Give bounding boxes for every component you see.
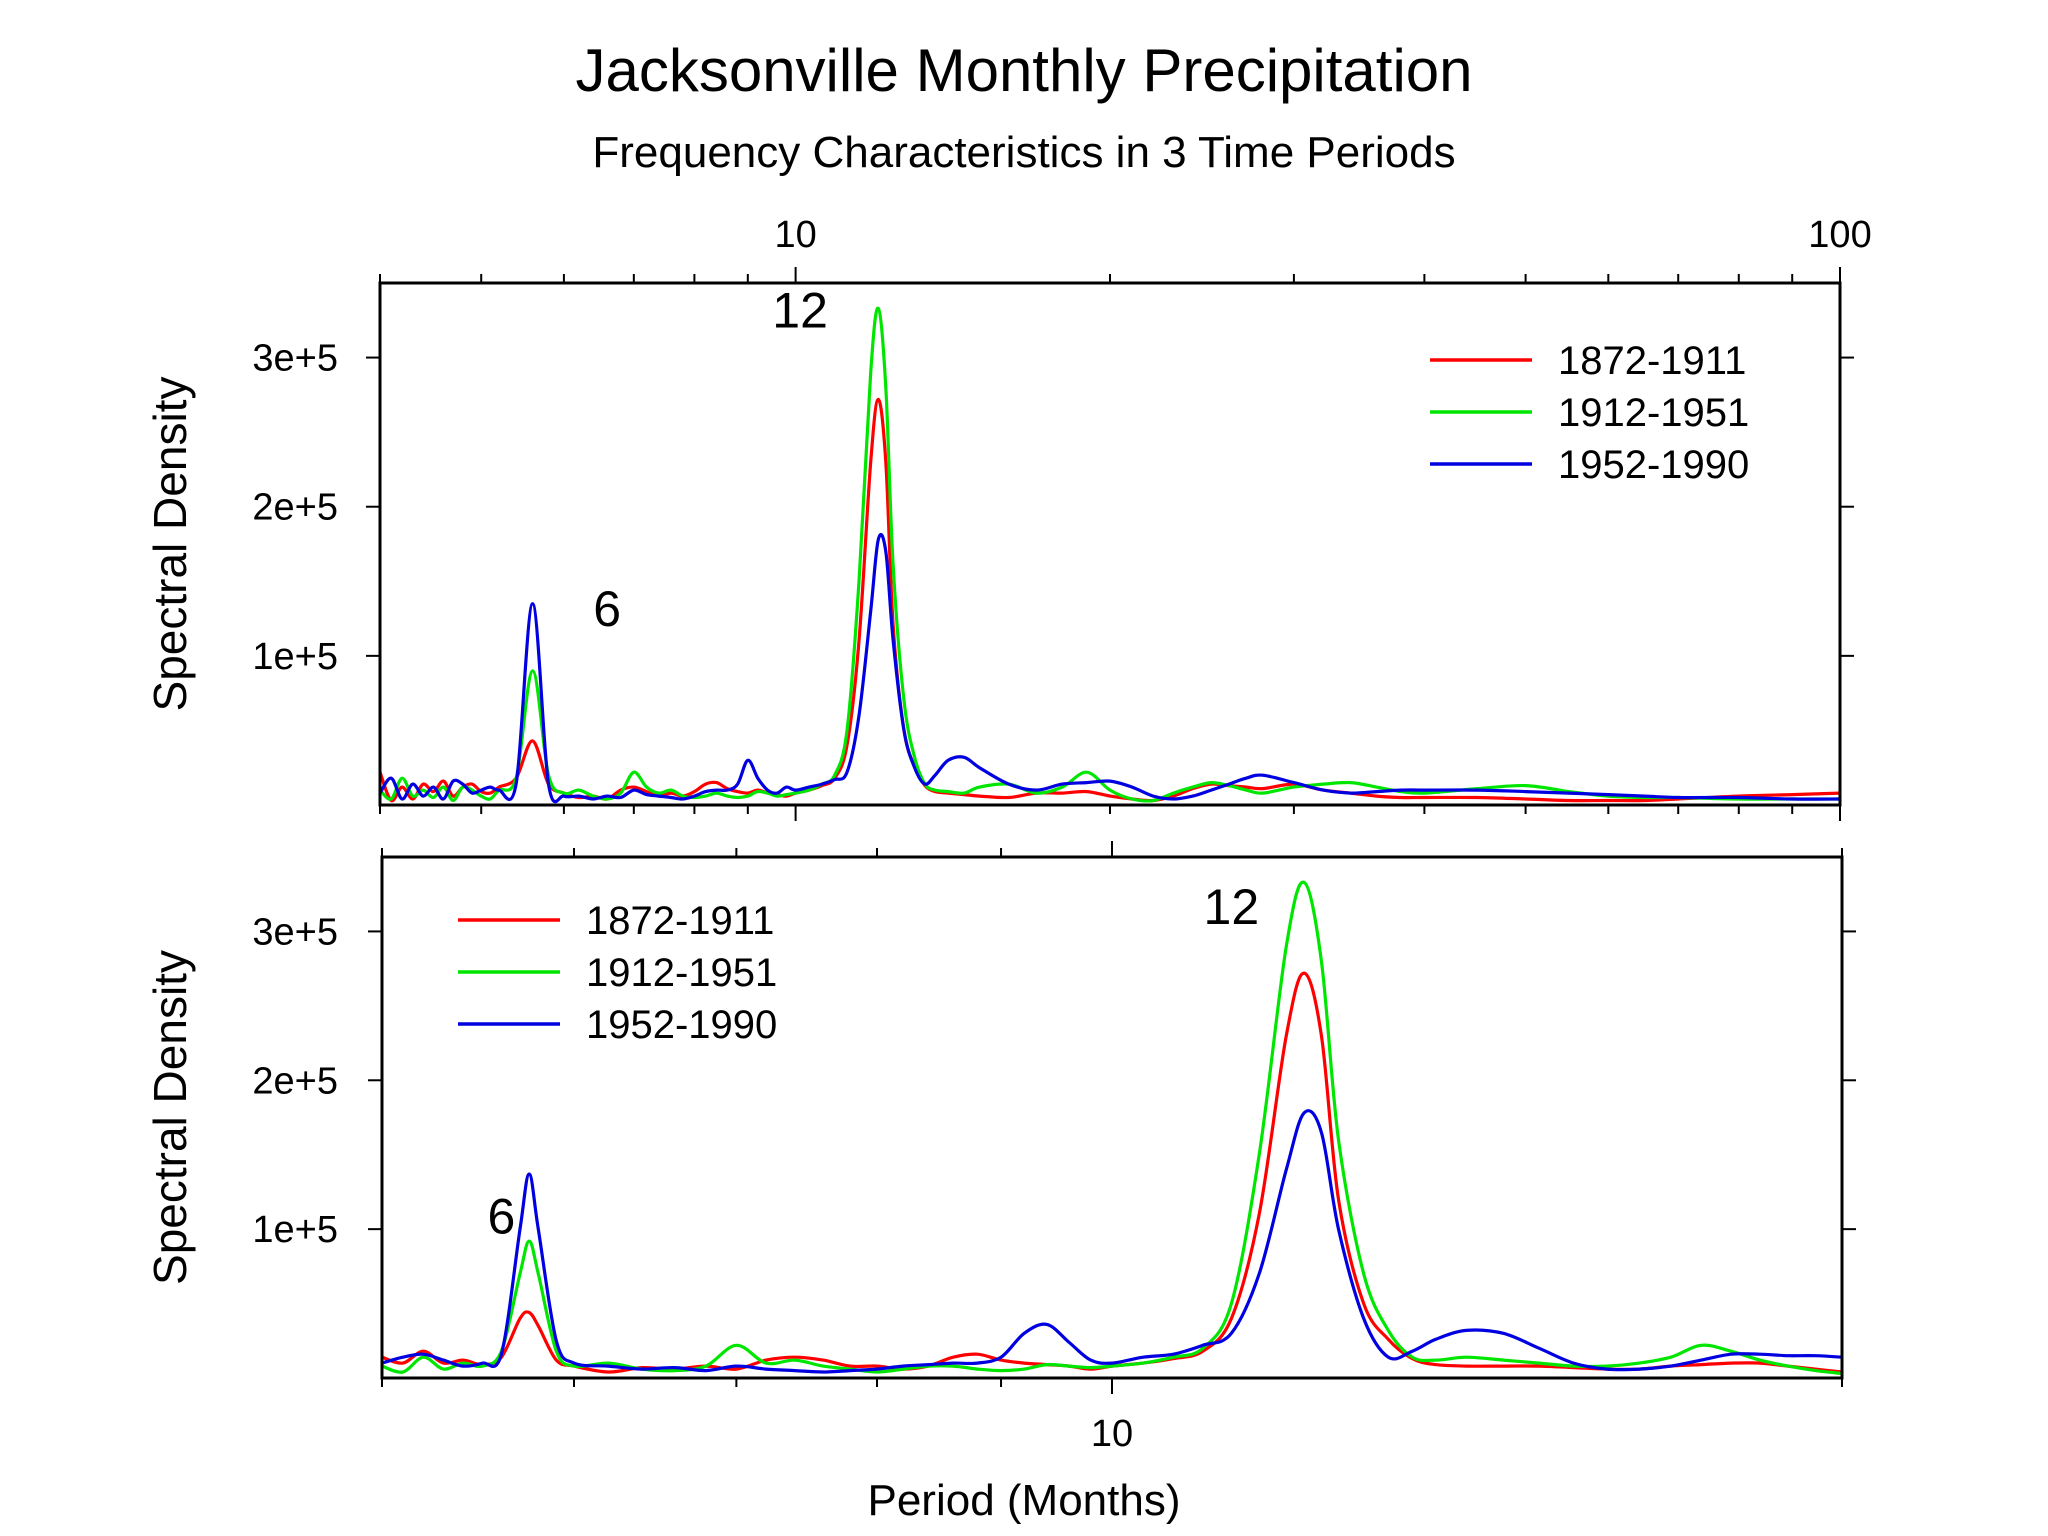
legend-label: 1872-1911 <box>1558 339 1746 383</box>
series-line-1952-1990 <box>380 532 1840 804</box>
legend-label: 1952-1990 <box>586 1003 777 1047</box>
y-tick-label: 2e+5 <box>252 1060 338 1102</box>
series-line-1912-1951 <box>382 880 1842 1376</box>
legend-label: 1952-1990 <box>1558 443 1749 487</box>
panel-top: 10 100 1e+5 2e+5 3e+5 Spectral Density 12 6 1872… <box>144 214 1872 821</box>
legend: 1872-1911 1912-1951 1952-1990 <box>1430 339 1749 487</box>
legend-label: 1872-1911 <box>586 899 774 943</box>
panel-bottom: 10 1e+5 2e+5 3e+5 Spectral Density 12 6 1872-19… <box>144 841 1856 1455</box>
y-tick-label: 3e+5 <box>252 338 338 380</box>
legend-label: 1912-1951 <box>586 951 777 995</box>
series-line-1952-1990 <box>382 1109 1842 1374</box>
chart-title: Jacksonville Monthly Precipitation <box>575 37 1473 104</box>
legend: 1872-1911 1912-1951 1952-1990 <box>458 899 777 1047</box>
x-tick-label: 10 <box>1091 1413 1133 1455</box>
x-tick-label: 100 <box>1808 214 1871 256</box>
chart-subtitle: Frequency Characteristics in 3 Time Peri… <box>592 128 1456 177</box>
y-tick-label: 3e+5 <box>252 911 338 953</box>
y-tick-label: 1e+5 <box>252 636 338 678</box>
y-axis-label: Spectral Density <box>144 377 196 712</box>
series-line-1912-1951 <box>380 306 1840 803</box>
legend-label: 1912-1951 <box>1558 391 1749 435</box>
y-axis-label: Spectral Density <box>144 950 196 1285</box>
peak-annotation: 12 <box>772 283 828 339</box>
x-tick-label: 10 <box>774 214 816 256</box>
x-axis-label: Period (Months) <box>867 1476 1181 1525</box>
peak-annotation: 6 <box>487 1189 515 1245</box>
peak-annotation: 6 <box>593 581 621 637</box>
y-tick-label: 2e+5 <box>252 487 338 529</box>
peak-annotation: 12 <box>1204 879 1260 935</box>
y-tick-label: 1e+5 <box>252 1209 338 1251</box>
